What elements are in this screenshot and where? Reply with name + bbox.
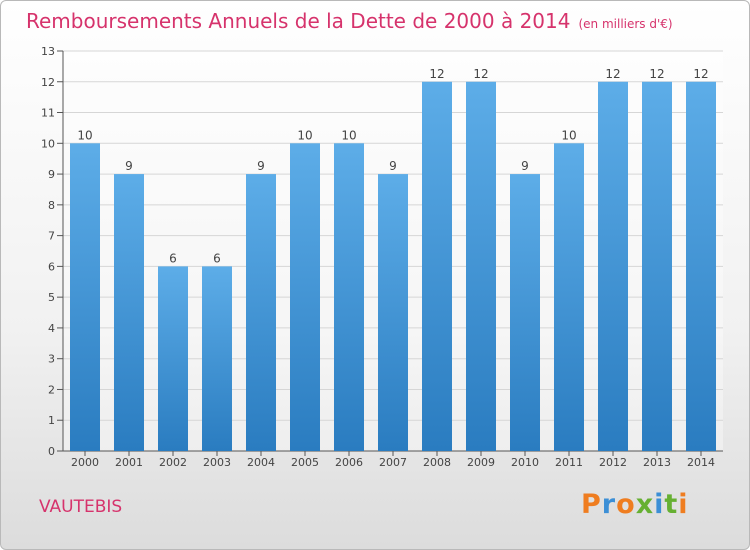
logo-letter: i — [654, 489, 665, 520]
logo-letter: P — [581, 489, 602, 520]
y-tick-label: 4 — [48, 322, 55, 335]
bar — [378, 174, 408, 452]
bar — [642, 81, 672, 452]
logo-letter: i — [678, 489, 689, 520]
proxiti-logo: Proxiti — [581, 489, 689, 520]
unit-subtitle: (en milliers d'€) — [578, 17, 673, 31]
x-tick-label: 2003 — [203, 456, 231, 469]
bar — [202, 266, 232, 451]
y-tick-label: 5 — [48, 291, 55, 304]
bar — [422, 81, 452, 452]
bar-value-label: 12 — [473, 67, 488, 81]
bar-value-label: 9 — [257, 159, 265, 173]
bar — [598, 81, 628, 452]
y-tick-label: 1 — [48, 414, 55, 427]
x-tick-label: 2002 — [159, 456, 187, 469]
y-tick-label: 11 — [41, 107, 55, 120]
x-tick-label: 2012 — [599, 456, 627, 469]
chart-title: Remboursements Annuels de la Dette de 20… — [26, 9, 673, 33]
bar-value-label: 10 — [297, 128, 312, 142]
x-tick-label: 2007 — [379, 456, 407, 469]
bar-value-label: 10 — [77, 128, 92, 142]
bar-value-label: 6 — [213, 251, 221, 265]
logo-letter: t — [664, 489, 679, 520]
bar — [554, 143, 584, 452]
x-tick-label: 2004 — [247, 456, 275, 469]
y-tick-label: 10 — [41, 137, 55, 150]
bar — [686, 81, 716, 452]
x-tick-label: 2009 — [467, 456, 495, 469]
bar — [510, 174, 540, 452]
y-tick-label: 0 — [48, 445, 55, 458]
bar-value-label: 9 — [389, 159, 397, 173]
bar — [70, 143, 100, 452]
x-tick-label: 2014 — [687, 456, 715, 469]
logo-letter: r — [601, 489, 617, 520]
location-label: VAUTEBIS — [39, 497, 123, 517]
title-text: Remboursements Annuels de la Dette de 20… — [26, 9, 571, 33]
y-tick-label: 6 — [48, 260, 55, 273]
y-tick-label: 3 — [48, 353, 55, 366]
x-tick-label: 2006 — [335, 456, 363, 469]
y-tick-label: 12 — [41, 76, 55, 89]
y-tick-label: 8 — [48, 199, 55, 212]
bar-value-label: 12 — [605, 67, 620, 81]
bar-value-label: 9 — [125, 159, 133, 173]
x-tick-label: 2013 — [643, 456, 671, 469]
y-tick-label: 2 — [48, 383, 55, 396]
bar — [158, 266, 188, 451]
bar-value-label: 6 — [169, 251, 177, 265]
y-tick-label: 7 — [48, 230, 55, 243]
x-tick-label: 2000 — [71, 456, 99, 469]
x-tick-label: 2005 — [291, 456, 319, 469]
bar-value-label: 10 — [341, 128, 356, 142]
bar-value-label: 12 — [649, 67, 664, 81]
y-tick-label: 9 — [48, 168, 55, 181]
x-tick-label: 2011 — [555, 456, 583, 469]
bar — [114, 174, 144, 452]
bar-value-label: 10 — [561, 128, 576, 142]
bar-value-label: 12 — [429, 67, 444, 81]
bar — [246, 174, 276, 452]
logo-letter: o — [616, 489, 636, 520]
y-tick-label: 13 — [41, 45, 55, 58]
bar — [290, 143, 320, 452]
x-tick-label: 2001 — [115, 456, 143, 469]
bar-layer — [70, 81, 716, 452]
x-tick-label: 2008 — [423, 456, 451, 469]
bar-value-label: 12 — [693, 67, 708, 81]
bar-value-label: 9 — [521, 159, 529, 173]
label-layer: 10 9 6 6 9 10 10 9 12 12 9 10 12 12 12 — [77, 67, 708, 266]
logo-letter: x — [635, 489, 655, 520]
bar — [466, 81, 496, 452]
bar — [334, 143, 364, 452]
x-tick-label: 2010 — [511, 456, 539, 469]
